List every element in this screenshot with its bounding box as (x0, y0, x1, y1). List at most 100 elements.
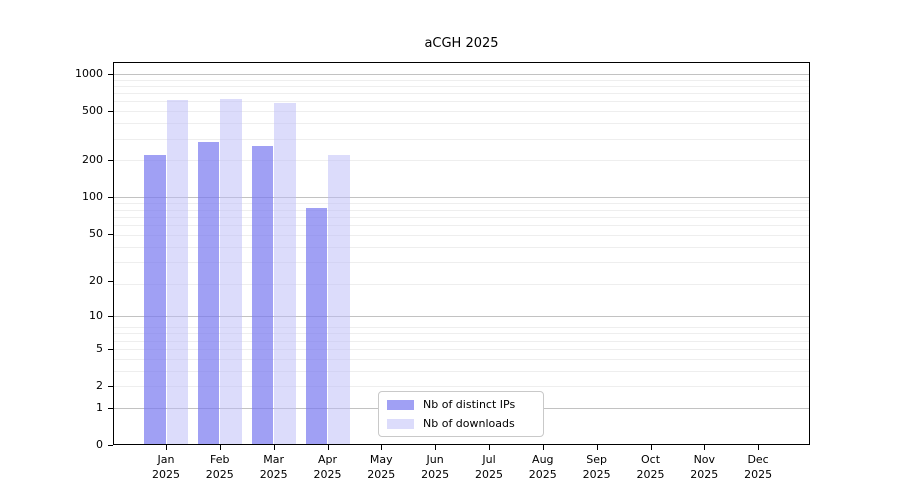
x-tick-year: 2025 (475, 468, 503, 481)
y-tick (108, 348, 113, 350)
x-tick-month: Jun (426, 453, 444, 466)
legend-swatch-downloads-icon (387, 418, 414, 429)
gridline-minor (113, 348, 810, 350)
x-tick-month: Sep (586, 453, 607, 466)
y-tick-label: 2 (96, 379, 103, 392)
gridline-minor (113, 79, 810, 81)
y-tick-label: 1000 (75, 66, 103, 80)
bar-distinct-ips-jan (144, 155, 166, 445)
x-tick-month: Dec (747, 453, 769, 466)
x-tick-label: Jun 2025 (403, 452, 467, 482)
gridline-minor (113, 246, 810, 248)
x-tick-label: Sep 2025 (565, 452, 629, 482)
x-tick-year: 2025 (259, 468, 288, 481)
gridline-minor (113, 386, 810, 387)
y-tick (108, 197, 113, 199)
x-tick (166, 445, 167, 450)
x-tick (596, 445, 598, 450)
y-tick (108, 111, 113, 112)
gridline-minor (113, 225, 810, 226)
x-tick-label: Nov 2025 (672, 452, 736, 482)
x-tick-month: Mar (263, 453, 285, 466)
legend-item-downloads: Nb of downloads (387, 416, 543, 432)
x-tick (704, 445, 706, 450)
gridline-minor (113, 101, 810, 103)
y-tick-label: 200 (82, 153, 103, 167)
x-tick-month: Feb (210, 453, 230, 466)
x-tick-label: Oct 2025 (619, 452, 683, 482)
gridline-minor (113, 138, 810, 140)
gridline-minor (113, 327, 810, 328)
gridline-minor (113, 160, 810, 162)
x-tick-year: 2025 (528, 468, 557, 481)
y-tick-label: 500 (82, 104, 103, 117)
x-tick-year: 2025 (205, 468, 234, 481)
gridline-minor (113, 111, 810, 113)
x-tick-label: May 2025 (349, 452, 413, 482)
gridline-minor (113, 358, 810, 360)
x-tick-label: Apr 2025 (296, 452, 360, 482)
bar-downloads-apr (328, 155, 350, 445)
x-tick-label: Feb 2025 (188, 452, 252, 482)
gridline-minor (113, 123, 810, 125)
x-tick-year: 2025 (690, 468, 719, 481)
legend-label-downloads: Nb of downloads (423, 417, 515, 430)
gridline-minor (113, 203, 810, 205)
x-tick-month: Apr (317, 453, 338, 466)
x-tick-label: Jan 2025 (134, 452, 198, 482)
x-tick (219, 445, 221, 450)
gridline-minor (113, 216, 810, 218)
bar-distinct-ips-apr (305, 207, 327, 445)
gridline-minor (113, 93, 810, 95)
x-tick-month: Jul (482, 453, 496, 466)
y-tick-label: 50 (89, 226, 103, 240)
legend-label-distinct-ips: Nb of distinct IPs (423, 398, 516, 411)
x-tick-year: 2025 (313, 468, 342, 481)
x-tick-label: Jul 2025 (457, 452, 521, 482)
x-tick (435, 445, 437, 450)
gridline-major (113, 316, 810, 318)
gridline-minor (113, 234, 810, 236)
x-tick-year: 2025 (744, 468, 773, 481)
x-tick (542, 445, 544, 450)
y-tick (108, 407, 113, 409)
bar-downloads-jan (166, 99, 188, 445)
x-tick-year: 2025 (636, 468, 665, 481)
y-tick-label: 0 (96, 438, 103, 451)
x-tick (489, 445, 490, 450)
y-tick (108, 73, 113, 75)
y-tick (108, 281, 113, 283)
x-tick-label: Mar 2025 (242, 452, 306, 482)
gridline-minor (113, 262, 810, 264)
x-tick-year: 2025 (582, 468, 611, 481)
y-tick (108, 445, 113, 446)
y-tick (108, 316, 113, 318)
x-tick (381, 445, 383, 450)
y-tick (108, 160, 113, 162)
x-tick-month: Aug (532, 453, 554, 466)
gridline-minor (113, 333, 810, 335)
gridline-minor (113, 85, 810, 87)
x-tick (650, 445, 652, 450)
x-tick-year: 2025 (367, 468, 396, 481)
bar-distinct-ips-mar (251, 146, 274, 445)
y-tick (108, 386, 113, 387)
x-tick-label: Dec 2025 (726, 452, 790, 482)
x-tick-month: Oct (640, 453, 661, 466)
y-tick-label: 10 (89, 309, 103, 323)
x-tick-month: Nov (693, 453, 716, 466)
y-tick-label: 5 (96, 341, 103, 355)
gridline-minor (113, 209, 810, 211)
x-tick-month: May (369, 453, 393, 466)
legend-swatch-distinct-ips-icon (387, 399, 414, 410)
x-tick-label: Aug 2025 (511, 452, 575, 482)
x-tick (758, 445, 760, 450)
chart-title: aCGH 2025 (424, 36, 499, 51)
gridline-major (113, 73, 810, 75)
gridline-minor (113, 340, 810, 342)
x-tick-year: 2025 (152, 468, 180, 481)
bar-downloads-mar (274, 103, 296, 445)
gridline-minor (113, 370, 810, 372)
gridline-major (113, 197, 810, 199)
x-tick-month: Jan (157, 453, 175, 466)
